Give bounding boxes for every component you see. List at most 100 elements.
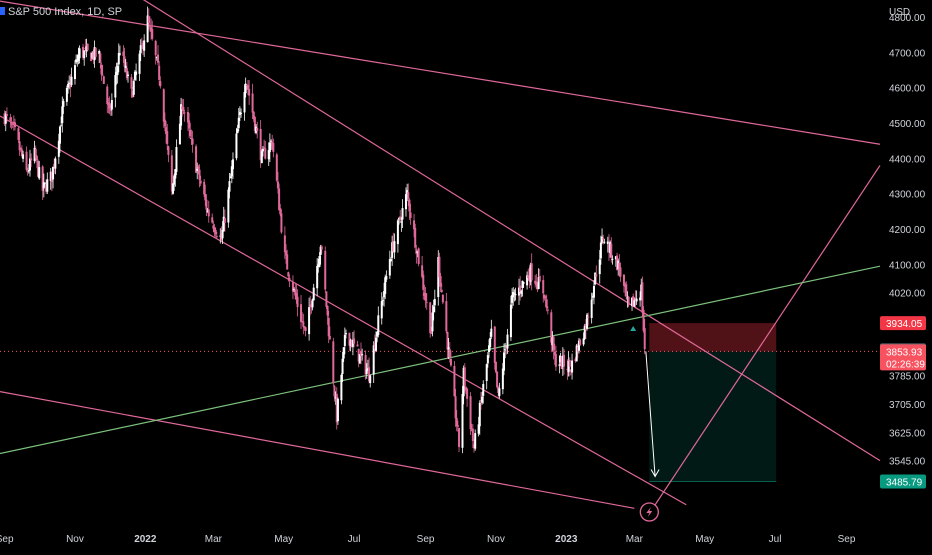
trendline-upper-channel-top[interactable] xyxy=(0,0,881,145)
candle-body xyxy=(85,46,88,52)
candle-body xyxy=(107,102,110,105)
candle-body xyxy=(272,143,275,152)
candle-body xyxy=(102,76,105,84)
candle-body xyxy=(100,65,103,75)
candle-body xyxy=(368,367,371,382)
candle-body xyxy=(9,117,12,121)
candle-body xyxy=(635,298,638,302)
candle-body xyxy=(182,106,185,112)
candle-body xyxy=(175,147,178,172)
candle-body xyxy=(632,296,635,307)
candle-body xyxy=(558,364,561,366)
symbol-title[interactable]: S&P 500 Index, 1D, SP xyxy=(8,6,123,18)
price-badge[interactable]: 3485.79 xyxy=(880,474,926,489)
candle-body xyxy=(369,375,372,384)
candle-body xyxy=(441,294,444,303)
candle-body xyxy=(392,241,395,252)
y-tick-label: 3625.00 xyxy=(889,428,926,439)
candle-body xyxy=(127,74,130,76)
candle-body xyxy=(456,425,459,427)
candle-body xyxy=(43,182,46,184)
candle-body xyxy=(243,92,246,113)
candle-body xyxy=(106,86,109,104)
candle-body xyxy=(606,241,609,245)
candle-body xyxy=(213,227,216,233)
position-target-zone[interactable] xyxy=(649,351,777,482)
candle-body xyxy=(579,339,582,345)
x-tick-label: Mar xyxy=(205,534,223,545)
candle-body xyxy=(619,267,622,277)
candle-body xyxy=(514,294,517,296)
candle-body xyxy=(439,275,442,287)
candle-body xyxy=(215,236,218,238)
candle-body xyxy=(158,65,161,80)
candle-body xyxy=(498,388,501,396)
candle-body xyxy=(544,296,547,299)
candle-body xyxy=(227,189,230,223)
candle-body xyxy=(86,43,89,51)
y-tick-label: 4200.00 xyxy=(889,225,926,236)
candle-body xyxy=(207,209,210,217)
candle-body xyxy=(18,141,21,151)
candle-body xyxy=(455,417,458,427)
candle-body xyxy=(432,306,435,313)
candle-body xyxy=(212,225,215,229)
position-stop-zone[interactable] xyxy=(649,323,777,352)
candle-body xyxy=(458,428,461,448)
candle-body xyxy=(263,147,266,150)
candle-body xyxy=(33,147,36,161)
x-tick-label: Nov xyxy=(487,534,505,545)
lightning-icon[interactable] xyxy=(639,502,659,522)
candle-body xyxy=(634,298,637,301)
candle-body xyxy=(399,216,402,221)
candle-body xyxy=(302,321,305,327)
candle-body xyxy=(138,53,141,74)
candle-body xyxy=(123,56,126,67)
y-tick-label: 4300.00 xyxy=(889,190,926,201)
candle-body xyxy=(384,277,387,294)
candle-body xyxy=(259,128,262,161)
candle-body xyxy=(189,129,192,136)
candle-body xyxy=(178,123,181,145)
candle-body xyxy=(220,233,223,240)
candle-body xyxy=(364,355,367,375)
candle-body xyxy=(583,325,586,339)
candle-body xyxy=(173,175,176,185)
y-tick-label: 3705.00 xyxy=(889,400,926,411)
candle-body xyxy=(481,396,484,403)
candle-body xyxy=(353,338,356,344)
candle-body xyxy=(374,337,377,351)
candle-body xyxy=(493,326,496,363)
candle-body xyxy=(398,217,401,220)
candle-body xyxy=(361,354,364,356)
candle-body xyxy=(381,300,384,302)
candle-body xyxy=(62,101,65,107)
candle-body xyxy=(568,360,571,367)
candle-body xyxy=(248,88,251,96)
trendline-rising-line[interactable] xyxy=(649,165,881,513)
trendline-support-line[interactable] xyxy=(0,265,881,455)
projection-arrow[interactable] xyxy=(645,351,656,477)
trendline-lower-channel-bottom[interactable] xyxy=(0,391,635,509)
candles-group xyxy=(3,6,646,454)
price-badge[interactable]: 3934.05 xyxy=(880,316,926,331)
candle-body xyxy=(108,102,111,109)
candle-body xyxy=(366,368,369,371)
price-badge-value: 3934.05 xyxy=(886,319,923,330)
y-tick-label: 3785.00 xyxy=(889,372,926,383)
trendline-upper-channel-mid[interactable] xyxy=(137,0,881,462)
candle-body xyxy=(114,75,117,98)
candle-body xyxy=(380,301,383,319)
candle-body xyxy=(310,304,313,307)
trendline-lower-channel-mid[interactable] xyxy=(0,115,687,506)
candle-body xyxy=(592,286,595,298)
candle-body xyxy=(285,250,288,256)
candle-body xyxy=(324,250,327,290)
candle-body xyxy=(255,126,258,133)
candle-body xyxy=(348,332,351,346)
candle-body xyxy=(180,104,183,126)
candle-body xyxy=(377,315,380,335)
